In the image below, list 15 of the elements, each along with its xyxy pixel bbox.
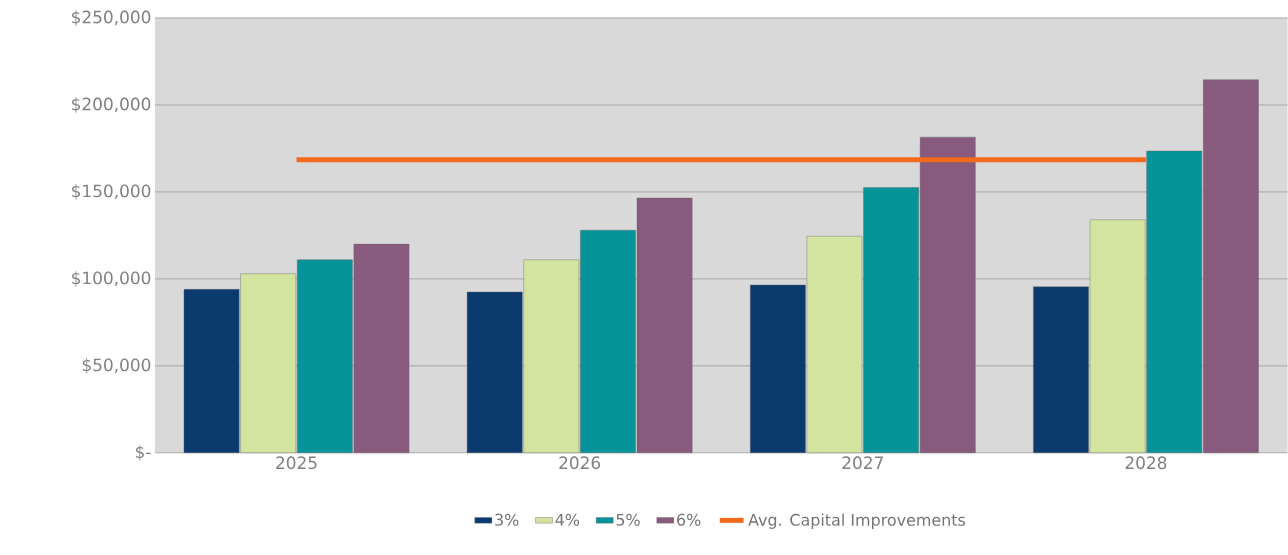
y-tick-label: $50,000 (82, 358, 151, 374)
x-tick-label: 2025 (276, 456, 317, 470)
legend-label: 6% (677, 513, 701, 526)
legend-label: 3% (495, 513, 519, 526)
y-tick-label: $- (135, 445, 151, 461)
y-tick-label: $200,000 (72, 97, 151, 113)
legend-label: 5% (616, 513, 640, 526)
y-tick-label: $250,000 (72, 10, 151, 26)
y-tick-label: $100,000 (72, 271, 151, 287)
x-tick-label: 2026 (559, 456, 601, 470)
legend-label: 4% (555, 513, 580, 526)
x-tick-label: 2028 (1125, 456, 1167, 470)
x-tick-label: 2027 (842, 456, 883, 470)
y-tick-label: $150,000 (72, 184, 151, 200)
legend-label: Avg. Capital Improvements (748, 513, 966, 530)
